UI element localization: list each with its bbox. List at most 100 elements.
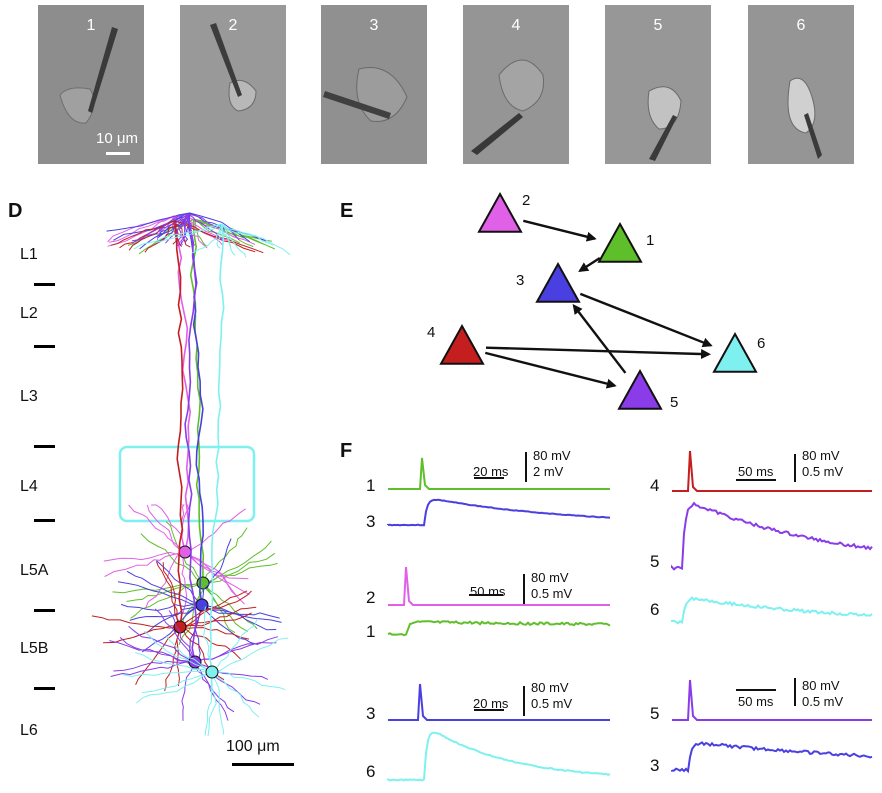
trace-label-post-6b: 6 bbox=[650, 600, 660, 619]
trace-label-post-3: 3 bbox=[366, 512, 376, 531]
pre-amp-scale-label: 80 mV bbox=[531, 570, 569, 585]
neuron-node-5 bbox=[617, 368, 663, 410]
layer-l6: L6 bbox=[20, 722, 38, 739]
layer-l2: L2 bbox=[20, 305, 38, 322]
post-amp-scale-label: 0.5 mV bbox=[802, 464, 844, 479]
trace-label-post-3b: 3 bbox=[650, 756, 660, 775]
layer-boundary bbox=[34, 445, 55, 448]
post-amp-scale-label: 0.5 mV bbox=[531, 586, 573, 601]
post-amp-scale-label: 0.5 mV bbox=[531, 696, 573, 711]
layer-l5b: L5B bbox=[20, 640, 49, 657]
layer-boundary bbox=[34, 283, 55, 286]
edge-4-to-5 bbox=[484, 351, 617, 389]
trace-label-pre-3: 3 bbox=[366, 704, 376, 723]
neuron-node-3 bbox=[535, 261, 581, 303]
layer4-highlight-box bbox=[118, 445, 256, 523]
micrograph-5: 5 bbox=[605, 5, 711, 164]
micrograph-3: 3 bbox=[321, 5, 427, 164]
neuron-node-6 bbox=[712, 331, 758, 373]
micro-scalebar bbox=[106, 152, 130, 155]
amp-scalebar bbox=[794, 678, 796, 706]
pre-amp-scale-label: 80 mV bbox=[531, 680, 569, 695]
amp-scalebar bbox=[523, 574, 525, 604]
time-scale-label: 50 ms bbox=[470, 584, 506, 599]
trace-label-pre-2: 2 bbox=[366, 588, 376, 607]
trace-post-3b bbox=[671, 741, 873, 774]
micrograph-6: 6 bbox=[748, 5, 854, 164]
micrograph-2: 2 bbox=[180, 5, 286, 164]
layer-l5a: L5A bbox=[20, 562, 49, 579]
trace-label-pre-5: 5 bbox=[650, 704, 660, 723]
layer-boundary bbox=[34, 345, 55, 348]
recording-traces bbox=[387, 450, 873, 782]
trace-post-3 bbox=[387, 498, 611, 527]
trace-post-5 bbox=[671, 501, 873, 571]
time-scalebar bbox=[474, 477, 504, 479]
time-scale-label: 50 ms bbox=[738, 464, 774, 479]
pre-amp-scale-label: 80 mV bbox=[533, 448, 571, 463]
node-label-1: 1 bbox=[646, 232, 655, 249]
neuron-4-arbor bbox=[91, 220, 264, 692]
edge-5-to-3 bbox=[572, 304, 627, 374]
edge-4-to-6 bbox=[485, 346, 712, 360]
neuron-5-arbor bbox=[109, 213, 279, 721]
layer-l4: L4 bbox=[20, 478, 38, 495]
node-label-3: 3 bbox=[516, 272, 525, 289]
amp-scalebar bbox=[523, 686, 525, 716]
time-scale-label: 20 ms bbox=[473, 696, 509, 711]
trace-pre-1 bbox=[388, 457, 610, 490]
micrograph-label: 4 bbox=[511, 17, 521, 34]
trace-label-pre-4: 4 bbox=[650, 476, 660, 495]
time-scalebar bbox=[736, 689, 776, 691]
trace-pre-5 bbox=[672, 679, 872, 721]
neuron-node-4 bbox=[439, 323, 485, 365]
morph-scalebar-label: 100 μm bbox=[226, 738, 280, 755]
panel-f-label: F bbox=[340, 440, 353, 462]
time-scale-label: 20 ms bbox=[473, 464, 509, 479]
layer-boundary bbox=[34, 609, 55, 612]
soma-1 bbox=[196, 576, 210, 590]
panel-d-label: D bbox=[8, 200, 23, 222]
neuron-morphology bbox=[91, 212, 291, 737]
morph-scalebar bbox=[232, 763, 294, 766]
amp-scalebar bbox=[794, 454, 796, 482]
micrograph-label: 1 bbox=[86, 17, 96, 34]
time-scalebar bbox=[736, 479, 776, 481]
trace-pre-3 bbox=[388, 683, 610, 721]
panel-e-label: E bbox=[340, 200, 354, 222]
trace-post-6b bbox=[671, 596, 873, 625]
edge-2-to-1 bbox=[522, 219, 597, 242]
neuron-node-2 bbox=[477, 191, 523, 233]
micrograph-1: 1 10 μm bbox=[38, 5, 144, 164]
edge-1-to-3 bbox=[578, 257, 601, 272]
post-amp-scale-label: 2 mV bbox=[533, 464, 564, 479]
node-label-2: 2 bbox=[522, 192, 531, 209]
micrograph-label: 3 bbox=[369, 17, 379, 34]
trace-pre-4 bbox=[672, 450, 872, 492]
post-amp-scale-label: 0.5 mV bbox=[802, 694, 844, 709]
layer-l3: L3 bbox=[20, 388, 38, 405]
soma-3 bbox=[195, 598, 209, 612]
trace-post-1 bbox=[387, 620, 611, 637]
neuron-6-arbor bbox=[121, 223, 291, 737]
connectivity-diagram bbox=[439, 191, 758, 410]
node-label-5: 5 bbox=[670, 394, 679, 411]
node-label-6: 6 bbox=[757, 335, 766, 352]
soma-6 bbox=[205, 665, 219, 679]
layer-l1: L1 bbox=[20, 246, 38, 263]
micrograph-label: 6 bbox=[796, 17, 806, 34]
trace-pre-2 bbox=[388, 566, 610, 606]
pre-amp-scale-label: 80 mV bbox=[802, 678, 840, 693]
layer-boundary bbox=[34, 687, 55, 690]
trace-label-post-6: 6 bbox=[366, 762, 376, 781]
trace-label-post-1: 1 bbox=[366, 622, 376, 641]
edge-3-to-6 bbox=[579, 292, 713, 348]
neuron-node-1 bbox=[597, 221, 643, 263]
soma-2 bbox=[178, 545, 192, 559]
amp-scalebar bbox=[525, 452, 527, 482]
layer-boundary bbox=[34, 519, 55, 522]
trace-label-pre-1: 1 bbox=[366, 476, 376, 495]
time-scalebar bbox=[469, 594, 503, 596]
pre-amp-scale-label: 80 mV bbox=[802, 448, 840, 463]
time-scalebar bbox=[474, 709, 504, 711]
